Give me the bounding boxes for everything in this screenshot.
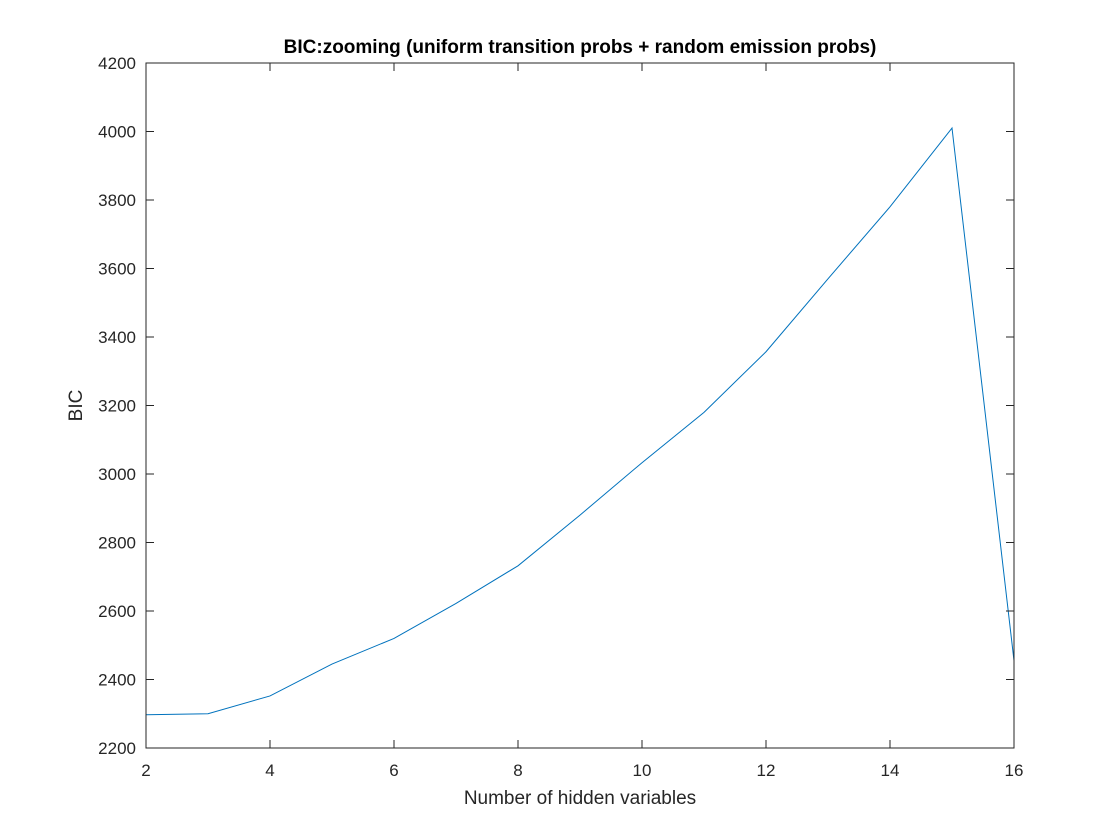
y-tick-label: 3800 bbox=[98, 191, 136, 210]
y-tick-label: 3200 bbox=[98, 397, 136, 416]
y-tick-label: 2600 bbox=[98, 602, 136, 621]
x-tick-label: 6 bbox=[389, 761, 398, 780]
x-axis: 2 4 6 8 10 12 14 16 bbox=[141, 63, 1023, 780]
x-axis-label: Number of hidden variables bbox=[464, 788, 696, 809]
plot-background bbox=[146, 63, 1014, 748]
series-line bbox=[145, 126, 1015, 716]
y-axis: 2200 2400 2600 2800 3000 3200 3400 3600 3800 4000… bbox=[98, 54, 1014, 758]
x-tick-label: 4 bbox=[265, 761, 274, 780]
y-tick-label: 4000 bbox=[98, 123, 136, 142]
y-tick-label: 2400 bbox=[98, 671, 136, 690]
y-tick-label: 2800 bbox=[98, 534, 136, 553]
y-tick-label: 3600 bbox=[98, 260, 136, 279]
x-tick-label: 10 bbox=[633, 761, 652, 780]
y-axis-label: BIC bbox=[66, 390, 87, 422]
x-tick-label: 16 bbox=[1005, 761, 1024, 780]
x-tick-label: 14 bbox=[881, 761, 900, 780]
x-tick-label: 12 bbox=[757, 761, 776, 780]
y-tick-label: 3400 bbox=[98, 328, 136, 347]
x-tick-label: 2 bbox=[141, 761, 150, 780]
x-tick-label: 8 bbox=[513, 761, 522, 780]
y-tick-label: 3000 bbox=[98, 465, 136, 484]
plot-area bbox=[145, 126, 1015, 716]
y-tick-label: 4200 bbox=[98, 54, 136, 73]
y-tick-label: 2200 bbox=[98, 739, 136, 758]
chart-title: BIC:zooming (uniform transition probs + … bbox=[284, 37, 877, 58]
